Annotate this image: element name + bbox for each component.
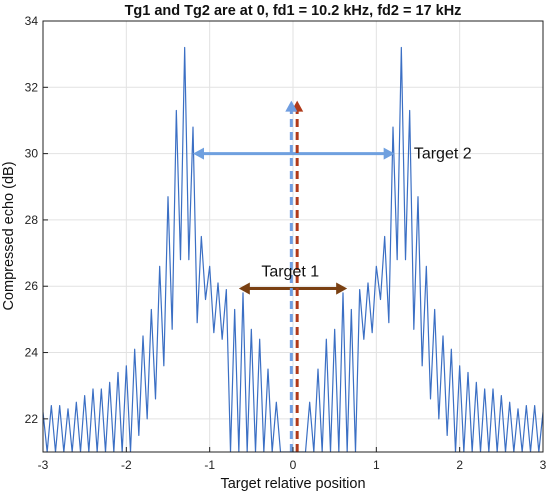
annotation-label: Target 1: [261, 263, 319, 280]
y-tick-label: 30: [25, 147, 39, 161]
x-tick-label: -1: [204, 458, 215, 472]
x-tick-label: -3: [38, 458, 49, 472]
x-tick-label: -2: [121, 458, 132, 472]
x-axis-label: Target relative position: [220, 476, 365, 492]
series-line: [43, 46, 543, 452]
arrow-head: [193, 147, 204, 160]
y-axis-ticks: 22 24 26 28 30 32 34: [25, 14, 48, 426]
x-tick-label: 0: [290, 458, 297, 472]
annotation-layer: Target 2 Target 1: [261, 146, 471, 281]
annotation-label: Target 2: [414, 146, 472, 163]
arrow-head: [285, 100, 298, 112]
y-tick-label: 26: [25, 279, 39, 293]
x-axis-ticks: -3 -2 -1 0 1 2 3: [38, 447, 547, 472]
x-tick-label: 3: [540, 458, 547, 472]
y-tick-label: 24: [25, 346, 39, 360]
y-tick-label: 22: [25, 412, 39, 426]
x-tick-label: 1: [373, 458, 380, 472]
chart-title: Tg1 and Tg2 are at 0, fd1 = 10.2 kHz, fd…: [125, 3, 462, 19]
arrow-head: [336, 282, 348, 295]
y-tick-label: 32: [25, 80, 39, 94]
series-layer: [43, 46, 543, 452]
arrow-head: [238, 282, 250, 295]
y-tick-label: 28: [25, 213, 39, 227]
y-tick-label: 34: [25, 14, 39, 28]
arrow-layer: [193, 100, 395, 452]
arrow-head: [383, 147, 395, 160]
y-axis-label: Compressed echo (dB): [1, 161, 17, 310]
x-tick-label: 2: [456, 458, 463, 472]
